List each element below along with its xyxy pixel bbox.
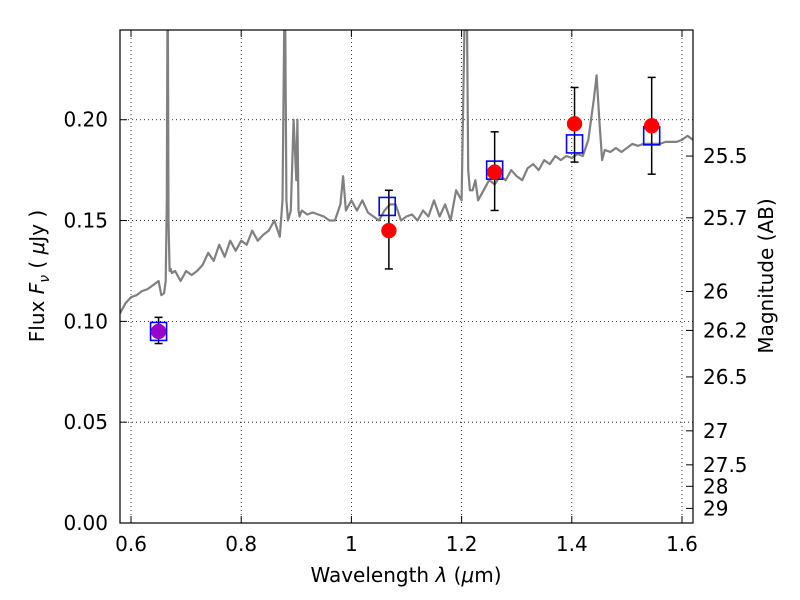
plot-frame — [119, 29, 694, 524]
x-tick-label: 0.6 — [115, 532, 147, 556]
y2-axis-title: Magnitude (AB) — [754, 198, 778, 353]
observed-photometry-point — [643, 118, 660, 134]
observed-photometry-point — [566, 116, 583, 132]
axis-ticks: 0.6 0.8 1 1.2 1.4 1.6 0.00 0.05 0.10 0.15 0.20 25.5… — [63, 30, 748, 556]
y-tick-label: 0.05 — [63, 410, 108, 434]
observed-photometry-point — [150, 323, 167, 340]
y2-tick-label: 26.5 — [703, 365, 748, 389]
y2-tick-label: 27 — [703, 419, 728, 443]
y2-tick-label: 28 — [703, 474, 728, 498]
y-tick-label: 0.00 — [63, 511, 108, 535]
model-photometry-square — [149, 321, 168, 342]
model-photometry-square — [565, 134, 584, 154]
y-tick-label: 0.20 — [63, 108, 108, 132]
y2-tick-label: 25.5 — [703, 144, 748, 168]
y2-tick-label: 26.2 — [703, 318, 748, 342]
spectrum-line — [120, 30, 693, 314]
y2-tick-label: 25.7 — [703, 206, 748, 230]
y2-tick-label: 27.5 — [703, 453, 748, 477]
x-tick-label: 1 — [345, 532, 358, 556]
x-tick-label: 1.6 — [666, 532, 698, 556]
data-markers — [149, 76, 661, 345]
observed-photometry-point — [486, 164, 503, 180]
y-tick-label: 0.15 — [63, 209, 108, 233]
model-photometry-square — [378, 196, 397, 217]
x-tick-label: 1.2 — [446, 532, 478, 556]
data-layer — [120, 30, 693, 314]
y-tick-label: 0.10 — [63, 309, 108, 333]
y-axis-title: Flux Fν ( μJy ) — [25, 210, 53, 342]
x-tick-label: 1.4 — [556, 532, 588, 556]
x-tick-label: 0.8 — [225, 532, 257, 556]
x-axis-title: Wavelength λ (μm) — [310, 563, 501, 587]
y2-tick-label: 29 — [703, 496, 728, 520]
y2-tick-label: 26 — [703, 279, 728, 303]
observed-photometry-point — [381, 222, 397, 239]
